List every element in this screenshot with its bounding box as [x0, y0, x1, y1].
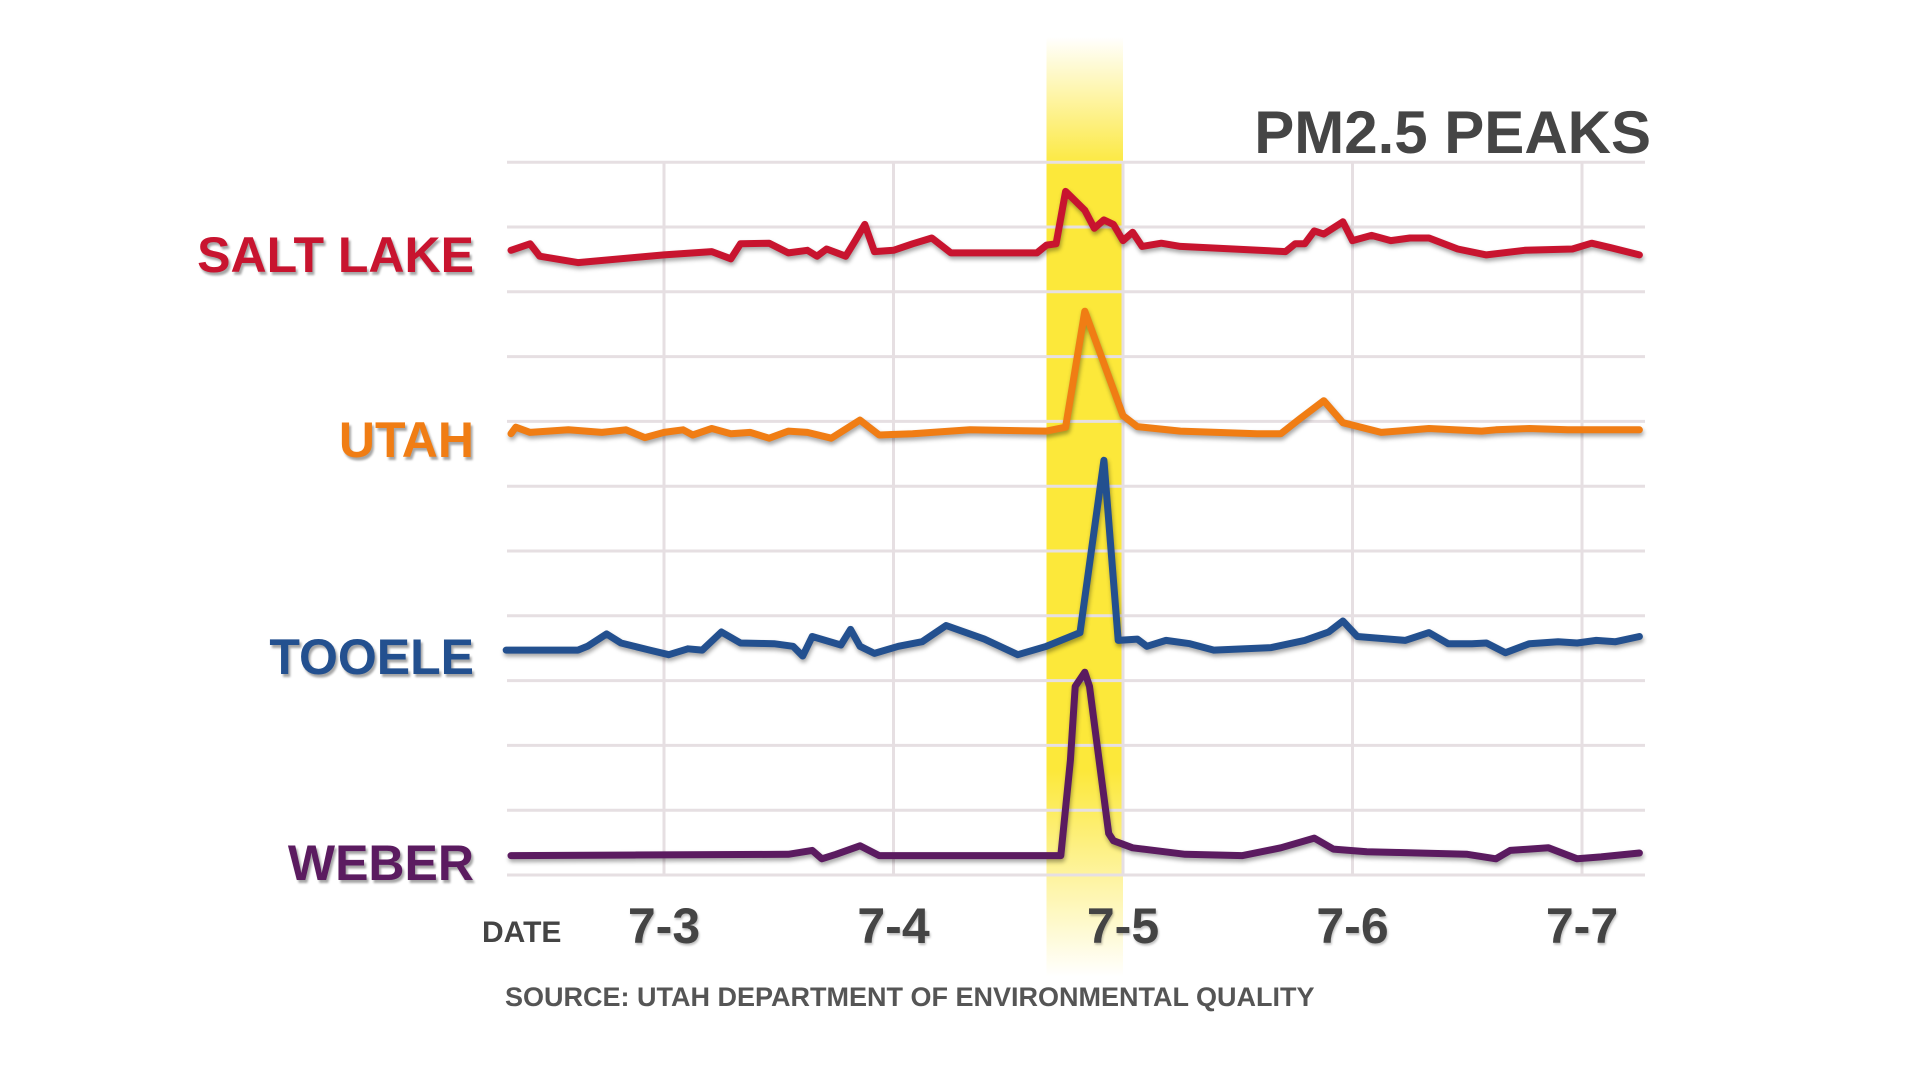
gridlines: [507, 160, 1645, 877]
x-tick-label: 7-5: [1087, 898, 1159, 954]
x-tick-label: 7-7: [1546, 898, 1618, 954]
x-tick-label: 7-3: [628, 898, 700, 954]
series-line-salt-lake: [507, 187, 1643, 267]
series-label-utah: UTAH: [339, 412, 474, 468]
series-line-tooele: [502, 456, 1643, 660]
x-tick-labels: 7-3 7-4 7-5 7-6 7-7: [628, 898, 1618, 954]
series-label-weber: WEBER: [288, 835, 474, 891]
source-note: SOURCE: UTAH DEPARTMENT OF ENVIRONMENTAL…: [505, 982, 1315, 1012]
series-line-weber: [507, 668, 1643, 863]
x-axis-label: DATE: [482, 916, 561, 949]
x-tick-label: 7-4: [857, 898, 929, 954]
series-label-salt-lake: SALT LAKE: [197, 227, 474, 283]
series-lines: [502, 187, 1643, 863]
x-tick-label: 7-6: [1316, 898, 1388, 954]
series-line-utah: [507, 307, 1643, 442]
series-label-tooele: TOOELE: [269, 629, 474, 685]
chart-title: PM2.5 PEAKS: [1254, 99, 1651, 166]
